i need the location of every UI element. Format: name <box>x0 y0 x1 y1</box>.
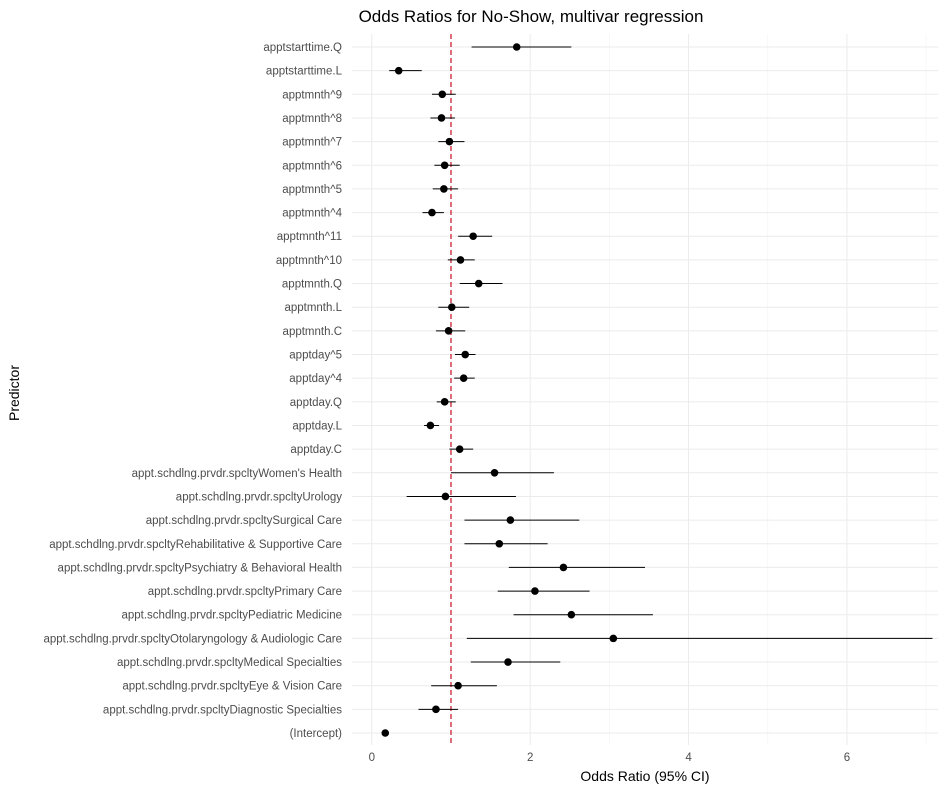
x-tick-label: 6 <box>844 752 850 764</box>
odds-ratio-point <box>559 563 568 572</box>
y-tick-label: apptmnth^11 <box>277 231 342 243</box>
y-tick-label: apptmnth^10 <box>276 255 342 267</box>
x-tick-label: 2 <box>527 752 533 764</box>
odds-ratio-point <box>440 398 449 406</box>
y-tick-label: appt.schdlng.prvdr.spcltyDiagnostic Spec… <box>103 704 342 716</box>
y-tick-label: appt.schdlng.prvdr.spcltyRehabilitative … <box>49 539 342 551</box>
odds-ratio-points <box>381 43 618 737</box>
y-tick-label: appt.schdlng.prvdr.spcltyEye & Vision Ca… <box>122 681 342 693</box>
y-tick-label: apptmnth.Q <box>282 279 342 291</box>
odds-ratio-point <box>394 66 403 75</box>
y-tick-label: apptday.L <box>292 420 342 432</box>
odds-ratio-point <box>445 137 454 146</box>
odds-ratio-point <box>456 256 465 264</box>
chart-title: Odds Ratios for No-Show, multivar regres… <box>359 7 704 26</box>
y-tick-label: apptmnth^8 <box>282 113 342 125</box>
y-tick-label: appt.schdlng.prvdr.spcltyUrology <box>176 491 342 503</box>
odds-ratio-point <box>440 185 448 193</box>
y-tick-label: appt.schdlng.prvdr.spcltyPsychiatry & Be… <box>58 562 342 574</box>
odds-ratio-point <box>444 327 453 335</box>
y-tick-label: apptmnth^6 <box>282 160 342 172</box>
odds-ratio-point <box>454 681 462 690</box>
y-tick-label: apptday.Q <box>290 397 342 409</box>
y-tick-label: apptmnth^5 <box>282 184 342 196</box>
y-tick-label: apptmnth^9 <box>282 89 342 101</box>
y-tick-label: apptday^4 <box>289 373 342 385</box>
y-tick-label: apptday^5 <box>289 350 342 362</box>
odds-ratio-point <box>381 729 390 737</box>
odds-ratio-point <box>506 516 515 524</box>
odds-ratio-point <box>440 161 449 170</box>
y-tick-label: apptmnth^7 <box>282 137 342 149</box>
y-tick-labels: apptstarttime.Q apptstarttime.L apptmnth^9… <box>43 42 342 740</box>
y-tick-label: appt.schdlng.prvdr.spcltyOtolaryngology … <box>43 633 342 645</box>
odds-ratio-point <box>504 658 512 666</box>
y-tick-label: apptmnth^4 <box>282 208 342 220</box>
odds-ratio-point <box>438 90 447 99</box>
x-tick-label: 4 <box>685 752 692 764</box>
y-axis-title: Predictor <box>6 365 22 421</box>
odds-ratio-point <box>469 232 477 241</box>
odds-ratio-point <box>437 114 446 122</box>
x-axis-title: Odds Ratio (95% CI) <box>580 768 709 784</box>
odds-ratio-point <box>459 374 468 382</box>
odds-ratio-point <box>461 350 470 359</box>
y-tick-label: apptmnth.L <box>284 302 342 314</box>
x-tick-labels: 0 2 4 6 <box>369 752 851 764</box>
odds-ratio-point <box>609 634 618 643</box>
confidence-intervals <box>383 46 933 734</box>
odds-ratio-point <box>567 610 576 619</box>
y-tick-label: appt.schdlng.prvdr.spcltyWomen's Health <box>132 468 342 480</box>
odds-ratio-point <box>531 587 539 595</box>
odds-ratio-point <box>512 43 521 51</box>
x-tick-label: 0 <box>369 752 375 764</box>
odds-ratio-point <box>441 492 450 501</box>
odds-ratio-point <box>474 279 483 288</box>
odds-ratio-point <box>447 303 456 312</box>
y-tick-label: appt.schdlng.prvdr.spcltyPrimary Care <box>148 586 342 598</box>
odds-ratio-point <box>495 539 504 548</box>
y-tick-label: apptstarttime.Q <box>263 42 342 54</box>
y-tick-label: apptstarttime.L <box>266 66 343 78</box>
odds-ratio-point <box>432 705 440 714</box>
odds-ratio-point <box>490 468 499 477</box>
y-tick-label: (Intercept) <box>290 728 343 740</box>
odds-ratio-point <box>426 421 435 430</box>
odds-ratio-point <box>455 445 464 453</box>
y-tick-label: apptday.C <box>290 444 342 456</box>
y-tick-label: appt.schdlng.prvdr.spcltyMedical Special… <box>117 657 342 669</box>
y-tick-label: appt.schdlng.prvdr.spcltySurgical Care <box>146 515 342 527</box>
y-tick-label: appt.schdlng.prvdr.spcltyPediatric Medic… <box>121 610 342 622</box>
odds-ratio-point <box>428 208 436 217</box>
y-tick-label: apptmnth.C <box>283 326 342 338</box>
